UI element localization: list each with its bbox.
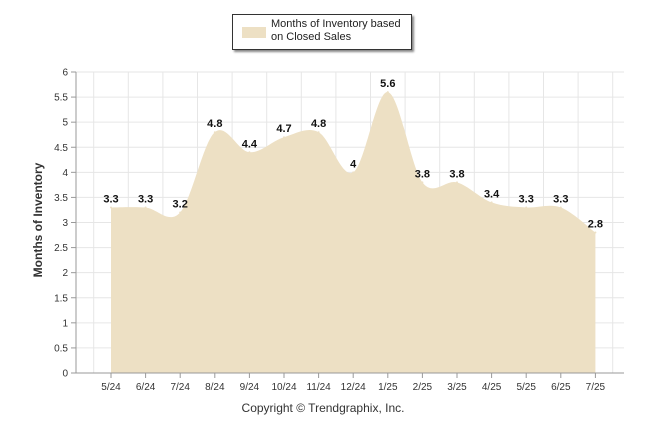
data-label: 4.4 bbox=[242, 138, 258, 150]
copyright-footer: Copyright © Trendgraphix, Inc. bbox=[241, 401, 405, 415]
x-tick-label: 6/25 bbox=[551, 382, 571, 393]
y-tick-label: 3.5 bbox=[54, 193, 68, 204]
data-point bbox=[421, 181, 424, 184]
y-tick-label: 0.5 bbox=[54, 343, 68, 354]
x-tick-label: 12/24 bbox=[341, 382, 366, 393]
x-tick-label: 6/24 bbox=[136, 382, 156, 393]
data-label: 4.7 bbox=[276, 123, 291, 135]
data-label: 3.3 bbox=[103, 193, 118, 205]
data-point bbox=[213, 131, 216, 134]
data-label: 3.2 bbox=[173, 198, 188, 210]
data-point bbox=[594, 231, 597, 234]
data-point bbox=[144, 206, 147, 209]
y-tick-label: 3 bbox=[62, 218, 68, 229]
x-tick-label: 11/24 bbox=[306, 382, 331, 393]
x-tick-label: 1/25 bbox=[378, 382, 398, 393]
x-tick-label: 7/24 bbox=[170, 382, 190, 393]
data-point bbox=[283, 136, 285, 139]
data-point bbox=[248, 151, 251, 154]
x-tick-label: 5/24 bbox=[101, 382, 121, 393]
y-tick-label: 1 bbox=[62, 318, 68, 329]
y-tick-label: 2.5 bbox=[54, 243, 68, 254]
x-tick-label: 5/25 bbox=[516, 382, 536, 393]
y-tick-label: 4 bbox=[62, 168, 68, 179]
data-label: 3.4 bbox=[484, 188, 500, 200]
y-axis-title: Months of Inventory bbox=[31, 162, 45, 278]
x-tick-label: 10/24 bbox=[271, 382, 296, 393]
data-point bbox=[317, 131, 320, 134]
data-point bbox=[352, 171, 355, 174]
data-label: 3.3 bbox=[553, 193, 568, 205]
legend-label: Months of Inventory based on Closed Sale… bbox=[271, 18, 401, 43]
y-tick-label: 5 bbox=[62, 118, 68, 129]
data-point bbox=[490, 201, 493, 204]
x-tick-label: 7/25 bbox=[586, 382, 606, 393]
data-label: 3.8 bbox=[449, 168, 464, 180]
series-area bbox=[111, 92, 596, 374]
y-tick-label: 4.5 bbox=[54, 143, 68, 154]
data-point bbox=[456, 181, 458, 184]
data-point bbox=[559, 206, 562, 209]
legend: Months of Inventory based on Closed Sale… bbox=[232, 14, 412, 50]
y-tick-label: 6 bbox=[62, 68, 68, 79]
x-tick-label: 8/24 bbox=[205, 382, 225, 393]
data-point bbox=[110, 206, 112, 209]
legend-swatch bbox=[242, 27, 266, 38]
data-label: 3.3 bbox=[138, 193, 153, 205]
x-tick-label: 2/25 bbox=[413, 382, 433, 393]
data-label: 4.8 bbox=[207, 118, 222, 130]
data-label: 3.8 bbox=[415, 168, 430, 180]
data-label: 3.3 bbox=[519, 193, 534, 205]
y-tick-label: 0 bbox=[62, 369, 68, 380]
x-tick-label: 4/25 bbox=[482, 382, 502, 393]
data-label: 4.8 bbox=[311, 118, 326, 130]
y-tick-label: 1.5 bbox=[54, 293, 68, 304]
data-point bbox=[525, 206, 528, 209]
y-tick-label: 2 bbox=[62, 268, 68, 279]
data-label: 4 bbox=[350, 158, 357, 170]
x-tick-label: 9/24 bbox=[240, 382, 260, 393]
data-label: 2.8 bbox=[588, 219, 603, 231]
data-point bbox=[386, 91, 389, 94]
y-tick-label: 5.5 bbox=[54, 93, 68, 104]
data-point bbox=[179, 211, 182, 214]
x-tick-label: 3/25 bbox=[447, 382, 467, 393]
data-label: 5.6 bbox=[380, 78, 395, 90]
